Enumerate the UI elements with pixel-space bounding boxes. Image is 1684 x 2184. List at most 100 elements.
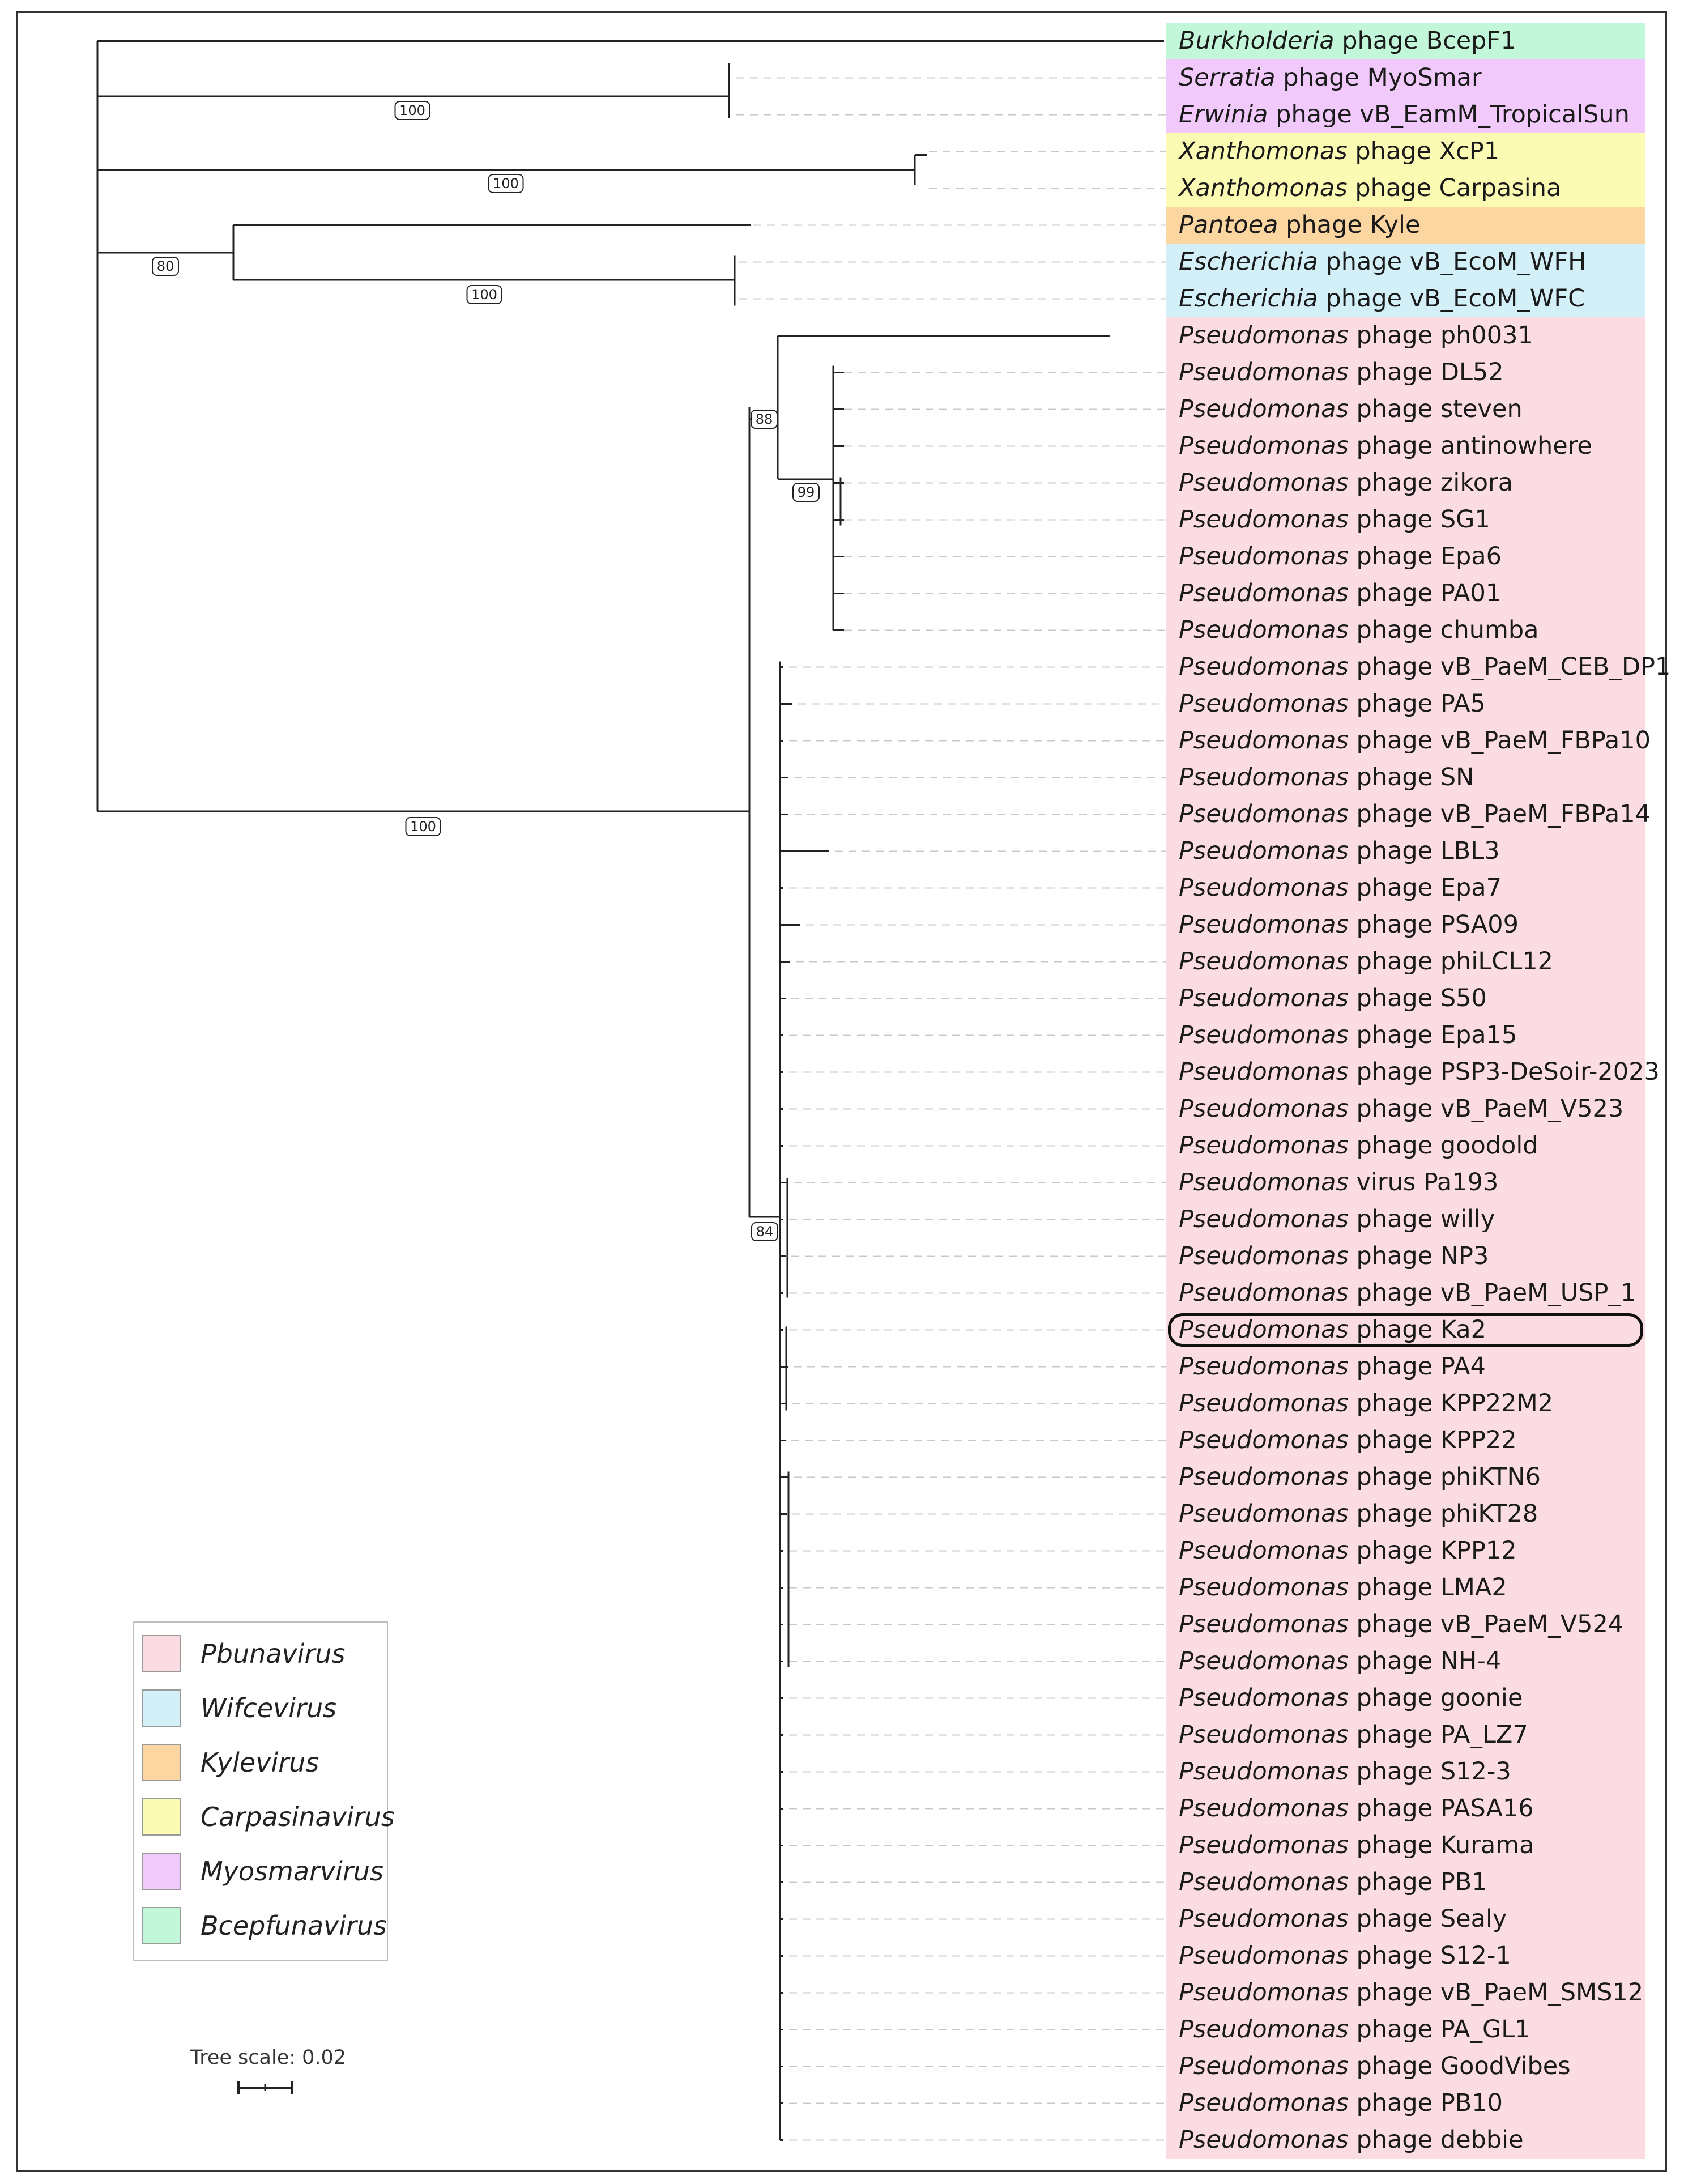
leaf-genus: Pseudomonas: [1179, 1463, 1349, 1491]
leaf-strain: phage goonie: [1348, 1684, 1523, 1712]
bootstrap-box: [488, 174, 524, 193]
leaf-label: Pseudomonas phage PB1: [1166, 1864, 1645, 1901]
leaf-strain: phage GoodVibes: [1348, 2052, 1571, 2080]
bootstrap-pbunavirus: 100: [405, 817, 441, 836]
leaf-genus: Pseudomonas: [1179, 1426, 1349, 1454]
leaf-label: Escherichia phage vB_EcoM_WFC: [1166, 280, 1645, 317]
legend-swatch: [142, 1798, 181, 1836]
leaf-strain: phage NP3: [1348, 1242, 1489, 1270]
leaf-strain: phage KPP22: [1348, 1426, 1517, 1454]
leaf-label: Pseudomonas phage KPP12: [1166, 1532, 1645, 1569]
leaf-genus: Pseudomonas: [1179, 1536, 1349, 1565]
leaf-label: Burkholderia phage BcepF1: [1166, 23, 1645, 59]
bootstrap-value: 99: [798, 484, 815, 500]
leaf-strain: phage antinowhere: [1348, 432, 1592, 460]
leaf-genus: Pseudomonas: [1179, 2052, 1349, 2080]
leaf-strain: phage KPP12: [1348, 1536, 1517, 1565]
genus-legend: Pbunavirus Wifcevirus Kylevirus Carpasinavi…: [133, 1621, 395, 1961]
leaf-label: Pseudomonas phage SG1: [1166, 501, 1645, 538]
leaf-strain: phage KPP22M2: [1348, 1389, 1554, 1417]
bootstrap-box: [751, 1222, 778, 1241]
leaf-label: Pseudomonas phage PSA09: [1166, 906, 1645, 943]
leaf-genus: Pseudomonas: [1179, 1352, 1349, 1381]
leaf-genus: Pseudomonas: [1179, 542, 1349, 571]
leaf-label: Pseudomonas phage S50: [1166, 980, 1645, 1017]
leaf-label: Serratia phage MyoSmar: [1166, 59, 1645, 96]
leaf-strain: phage PA4: [1348, 1352, 1486, 1381]
leaf-strain: phage PA5: [1348, 689, 1486, 718]
leaf-label: Pseudomonas phage PA4: [1166, 1348, 1645, 1385]
bootstrap-box: [405, 817, 441, 836]
leaf-label: Pseudomonas phage ph0031: [1166, 317, 1645, 354]
leaf-label: Pseudomonas phage KPP22: [1166, 1422, 1645, 1459]
leaf-label: Pseudomonas phage vB_PaeM_CEB_DP1: [1166, 649, 1670, 686]
leaf-strain: phage S50: [1348, 984, 1487, 1012]
leaf-strain: phage LMA2: [1348, 1573, 1507, 1602]
leaf-label: Pseudomonas phage chumba: [1166, 612, 1645, 649]
leaf-strain: phage vB_PaeM_CEB_DP1: [1348, 653, 1671, 681]
leaf-label: Pseudomonas phage LMA2: [1166, 1569, 1645, 1606]
leaf-strain: phage vB_PaeM_USP_1: [1348, 1279, 1636, 1307]
leaf-label: Pseudomonas phage S12-3: [1166, 1753, 1645, 1790]
leaf-genus: Pseudomonas: [1179, 1868, 1349, 1896]
leaf-label: Pseudomonas phage Kurama: [1166, 1827, 1645, 1864]
leaf-strain: phage Kurama: [1348, 1831, 1534, 1859]
leaf-strain: phage Sealy: [1348, 1905, 1507, 1933]
leaf-label: Pseudomonas phage Sealy: [1166, 1901, 1645, 1938]
leaf-genus: Escherichia: [1179, 284, 1318, 313]
leaf-genus: Pseudomonas: [1179, 2089, 1349, 2117]
leaf-genus: Pseudomonas: [1179, 1684, 1349, 1712]
leaf-label: Pseudomonas phage goonie: [1166, 1680, 1645, 1717]
leaf-label: Pseudomonas phage phiKT28: [1166, 1496, 1645, 1532]
leaf-strain: phage S12-3: [1348, 1757, 1511, 1786]
leaf-strain: phage Epa6: [1348, 542, 1502, 571]
leaf-genus: Pseudomonas: [1179, 358, 1349, 386]
bootstrap-myosmarvirus: 100: [394, 101, 430, 120]
leaf-strain: phage willy: [1348, 1205, 1495, 1233]
leaf-strain: phage vB_PaeM_V524: [1348, 1610, 1624, 1638]
legend-label: Carpasinavirus: [201, 1802, 395, 1832]
leaf-label: Pseudomonas phage KPP22M2: [1166, 1385, 1645, 1422]
leaf-genus: Pseudomonas: [1179, 653, 1349, 681]
leaf-label: Pantoea phage Kyle: [1166, 207, 1645, 244]
leaf-strain: phage vB_PaeM_V523: [1348, 1095, 1624, 1123]
leaf-label: Pseudomonas phage PA5: [1166, 686, 1645, 722]
leaf-label: Pseudomonas phage PASA16: [1166, 1790, 1645, 1827]
leaf-genus: Pseudomonas: [1179, 726, 1349, 755]
leaf-genus: Pseudomonas: [1179, 2015, 1349, 2043]
legend-swatch: [142, 1853, 181, 1890]
bootstrap-box: [792, 483, 820, 502]
bootstrap-value: 88: [756, 411, 773, 427]
leaf-strain: phage zikora: [1348, 469, 1514, 497]
leaf-label: Pseudomonas phage NH-4: [1166, 1643, 1645, 1680]
leaf-label: Pseudomonas phage LBL3: [1166, 833, 1645, 870]
leaf-strain: phage chumba: [1348, 616, 1539, 644]
leaf-strain: virus Pa193: [1348, 1168, 1499, 1197]
leaf-strain: phage PA_GL1: [1348, 2015, 1530, 2043]
leaf-label: Pseudomonas phage debbie: [1166, 2122, 1645, 2159]
leaf-label: Pseudomonas phage phiKTN6: [1166, 1459, 1645, 1496]
leaf-strain: phage BcepF1: [1334, 27, 1516, 55]
leaf-genus: Pseudomonas: [1179, 1279, 1349, 1307]
leaf-label: Pseudomonas phage PA_GL1: [1166, 2011, 1645, 2048]
bootstrap-dl52-group: 99: [792, 483, 820, 502]
tree-scale-label: Tree scale: 0.02: [190, 2046, 347, 2069]
bootstrap-value: 100: [493, 176, 519, 191]
leaf-label: Pseudomonas phage Epa15: [1166, 1017, 1645, 1054]
leaf-genus: Pseudomonas: [1179, 1168, 1349, 1197]
leaf-genus: Pseudomonas: [1179, 874, 1349, 902]
leaf-label: Pseudomonas virus Pa193: [1166, 1164, 1645, 1201]
legend-item: Pbunavirus: [142, 1635, 386, 1675]
leaf-strain: phage SN: [1348, 763, 1474, 791]
bootstrap-kyle-wifce: 80: [152, 257, 179, 276]
legend-label: Bcepfunavirus: [201, 1910, 387, 1941]
leaf-label: Pseudomonas phage Epa7: [1166, 870, 1645, 906]
leaf-genus: Pseudomonas: [1179, 432, 1349, 460]
leaf-genus: Pseudomonas: [1179, 947, 1349, 976]
leaf-strain: phage SG1: [1348, 505, 1490, 534]
legend-label: Wifcevirus: [201, 1693, 337, 1723]
leaf-strain: phage phiKTN6: [1348, 1463, 1541, 1491]
leaf-genus: Pseudomonas: [1179, 689, 1349, 718]
leaf-label: Erwinia phage vB_EamM_TropicalSun: [1166, 96, 1645, 133]
